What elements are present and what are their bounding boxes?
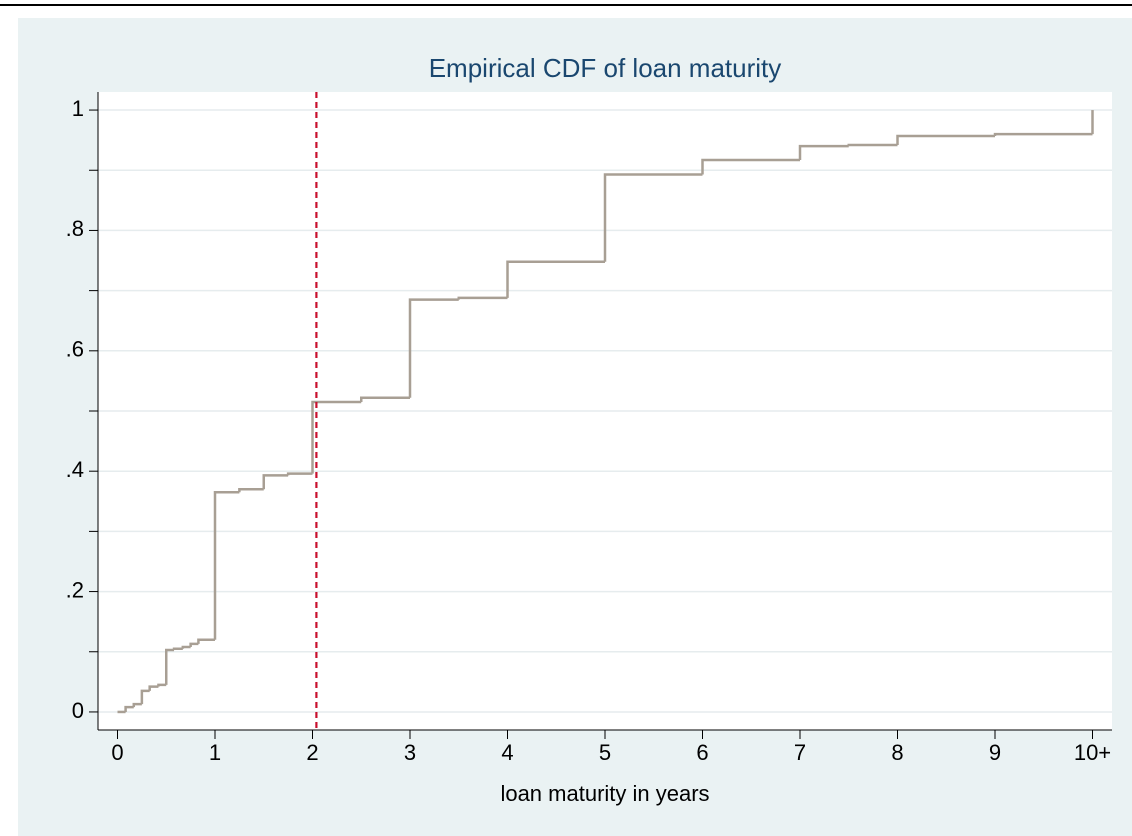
ecdf-step <box>457 296 508 300</box>
ecdf-step <box>165 648 175 685</box>
ecdf-step <box>993 132 1093 136</box>
ecdf-step <box>124 705 134 712</box>
x-tick-label: 9 <box>989 740 1001 765</box>
ecdf-step <box>311 400 362 474</box>
y-tick-label: .2 <box>66 577 84 602</box>
ecdf-step <box>798 144 849 161</box>
x-tick-label: 5 <box>599 740 611 765</box>
ecdf-step <box>408 298 459 398</box>
y-tick-label: .6 <box>66 337 84 362</box>
chart-title: Empirical CDF of loan maturity <box>429 53 782 83</box>
ecdf-step <box>157 683 167 687</box>
ecdf-step <box>213 491 240 640</box>
y-tick-label: .4 <box>66 457 84 482</box>
ecdf-step <box>140 689 150 705</box>
x-tick-label: 1 <box>209 740 221 765</box>
ecdf-step <box>360 396 410 402</box>
x-tick-label: 6 <box>696 740 708 765</box>
ecdf-step <box>172 647 183 650</box>
ecdf-step <box>132 702 142 708</box>
x-tick-label: 10+ <box>1074 740 1111 765</box>
ecdf-step <box>238 487 264 493</box>
ecdf-step <box>148 685 159 691</box>
ecdf-step <box>197 638 215 644</box>
ecdf-step <box>506 260 605 298</box>
ecdf-step <box>181 645 191 649</box>
x-axis-label: loan maturity in years <box>500 781 709 806</box>
ecdf-step <box>262 474 289 490</box>
ecdf-step <box>896 134 995 145</box>
x-tick-label: 3 <box>404 740 416 765</box>
x-tick-label: 2 <box>306 740 318 765</box>
ecdf-step <box>189 642 199 647</box>
ecdf-step <box>847 143 898 147</box>
x-tick-label: 8 <box>891 740 903 765</box>
y-tick-label: 0 <box>72 698 84 723</box>
ecdf-step <box>701 158 800 175</box>
y-tick-label: .8 <box>66 216 84 241</box>
y-tick-label: 1 <box>72 96 84 121</box>
ecdf-step <box>603 173 703 262</box>
x-tick-label: 0 <box>111 740 123 765</box>
x-tick-label: 7 <box>794 740 806 765</box>
ecdf-step <box>286 472 313 476</box>
x-tick-label: 4 <box>501 740 513 765</box>
